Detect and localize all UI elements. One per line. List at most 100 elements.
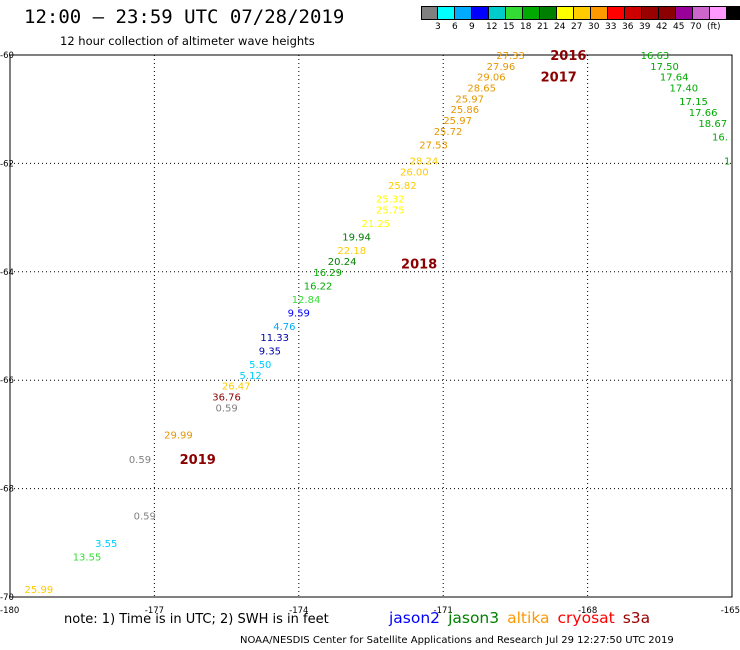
wave-height-label: 17.15 [679,97,708,108]
wave-height-label: 25.99 [25,585,54,596]
colorbar-swatch [557,6,574,20]
wave-height-label: 5.12 [240,371,262,382]
wave-height-label: 16. [712,132,728,143]
map-border [9,54,733,598]
colorbar [421,6,740,20]
colorbar-label: 39 [639,22,651,32]
wave-height-label: 9.35 [259,346,281,357]
wave-height-label: 28.65 [467,84,496,95]
colorbar-swatch [710,6,727,20]
wave-height-label: 5.50 [249,360,271,371]
wave-height-label: 25.75 [376,205,405,216]
colorbar-swatch [438,6,455,20]
observation-labels: 27.3327.9629.0628.6525.9725.8625.9725.72… [25,51,731,596]
colorbar-swatch [591,6,608,20]
wave-height-label: 21.25 [361,219,390,230]
page-title: 12:00 – 23:59 UTC 07/28/2019 [24,6,345,28]
year-label: 2018 [401,258,437,273]
wave-height-label: 26.47 [222,382,251,393]
wave-height-label: 25.82 [388,181,417,192]
colorbar-swatch [676,6,693,20]
wave-height-label: 29.06 [477,73,506,84]
colorbar-swatch [693,6,710,20]
wave-height-label: 18.67 [698,119,727,130]
year-label: 2019 [180,453,216,468]
satellite-legend-item: jason3 [448,609,500,627]
credit-text: NOAA/NESDIS Center for Satellite Applica… [240,635,674,646]
colorbar-swatch [540,6,557,20]
wave-height-label: 0.59 [134,512,156,523]
colorbar-swatch [472,6,489,20]
y-tick-label: -62 [0,159,14,169]
colorbar-swatch [608,6,625,20]
wave-height-label: 0.59 [129,455,151,466]
satellite-legend-item: jason2 [389,609,441,627]
colorbar-label: 27 [571,22,583,32]
colorbar-label: 70 [690,22,702,32]
colorbar-swatch [625,6,642,20]
wave-height-label: 36.76 [212,392,241,403]
colorbar-swatch [523,6,540,20]
wave-height-label: 22.18 [337,246,366,257]
wave-height-label: 25.97 [455,94,484,105]
colorbar-swatch [455,6,472,20]
satellite-legend-item: altika [507,609,550,627]
y-tick-label: -64 [0,268,14,278]
wave-height-label: 0.59 [215,403,237,414]
y-tick-label: -66 [0,376,14,386]
wave-height-label: 17.40 [670,84,699,95]
colorbar-label: (ft) [707,22,721,32]
wave-height-label: 29.99 [164,430,193,441]
colorbar-label: 33 [605,22,617,32]
colorbar-labels: 3 6 9 12 15 18 21 24 27 30 33 36 39 42 45 70 (ft) [421,22,740,34]
wave-height-label: 13.55 [73,552,102,563]
note-text: note: 1) Time is in UTC; 2) SWH is in fe… [64,612,329,627]
wave-height-label: 25.72 [434,127,463,138]
wave-height-label: 16.29 [313,268,342,279]
colorbar-label: 30 [588,22,600,32]
wave-height-label: 27.96 [487,62,516,73]
satellite-legend-item: s3a [622,609,651,627]
year-label: 2016 [550,49,586,64]
colorbar-label: 9 [469,22,475,32]
wave-height-label: 1 [724,157,730,168]
wave-height-label: 28.24 [410,157,439,168]
colorbar-label: 6 [452,22,458,32]
wave-height-label: 17.64 [660,73,689,84]
wave-height-label: 11.33 [260,333,289,344]
satellite-legend: jason2 jason3 altika cryosat s3a [389,609,658,627]
year-label: 2017 [541,71,577,86]
wave-height-label: 25.86 [451,105,480,116]
colorbar-swatch [574,6,591,20]
wave-height-label: 12.84 [292,295,321,306]
colorbar-swatch [727,6,740,20]
wave-height-label: 17.66 [689,108,718,119]
wave-height-label: 19.94 [342,233,371,244]
colorbar-label: 18 [520,22,532,32]
wave-height-label: 16.63 [641,51,670,62]
wave-height-label: 27.53 [419,140,448,151]
colorbar-label: 12 [486,22,498,32]
colorbar-label: 15 [503,22,515,32]
year-labels: 2016 2017 2018 2019 [180,49,587,468]
x-tick-label: -180 [0,606,19,616]
x-tick-label: -165 [721,606,740,616]
y-tick-label: -70 [0,593,14,603]
colorbar-swatch [642,6,659,20]
wave-height-label: 3.55 [95,539,117,550]
wave-height-label: 26.00 [400,168,429,179]
colorbar-swatch [421,6,438,20]
axis-ticks: -180 -177 -174 -171 -168 -165-60-62-64-66-68-… [0,51,740,616]
wave-height-label: 27.33 [496,51,525,62]
wave-height-label: 4.76 [273,322,295,333]
colorbar-label: 45 [673,22,685,32]
colorbar-label: 3 [435,22,441,32]
wave-height-label: 9.59 [288,308,310,319]
grid-lines [9,54,733,598]
colorbar-label: 36 [622,22,634,32]
colorbar-label: 24 [554,22,566,32]
wave-height-label: 17.50 [650,62,679,73]
colorbar-swatch [659,6,676,20]
y-tick-label: -68 [0,485,14,495]
